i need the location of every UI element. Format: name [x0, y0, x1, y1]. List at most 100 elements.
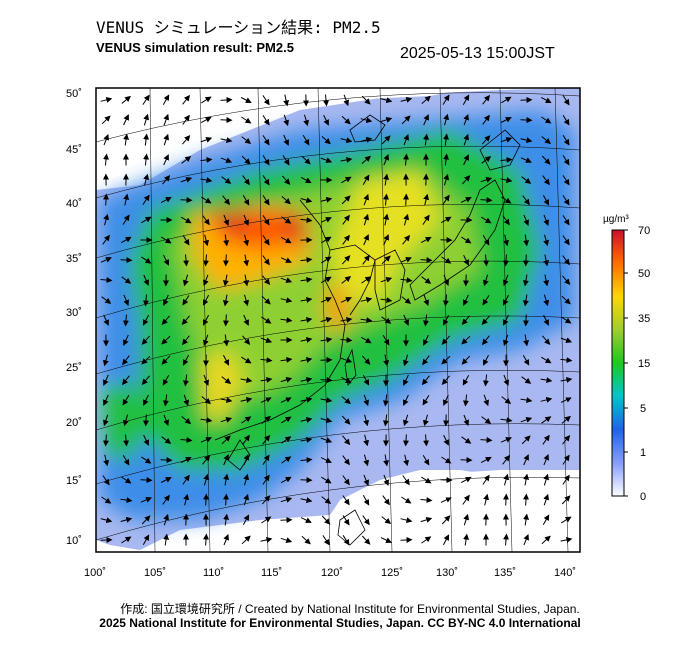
wind-arrow: [501, 196, 512, 204]
wind-arrow: [262, 434, 271, 445]
wind-arrow: [442, 194, 450, 205]
lon-label-125: 125˚: [381, 567, 403, 579]
wind-arrow: [260, 376, 273, 383]
wind-arrow: [520, 157, 532, 163]
wind-arrow: [342, 214, 350, 225]
wind-arrow: [242, 175, 250, 186]
wind-arrow: [280, 537, 293, 543]
lon-label-140: 140˚: [554, 567, 576, 579]
wind-arrow: [562, 95, 570, 106]
wind-arrow: [463, 513, 469, 526]
wind-arrow: [481, 315, 490, 325]
wind-arrow: [201, 196, 212, 204]
wind-arrow: [401, 115, 411, 125]
wind-arrow: [341, 195, 351, 205]
wind-arrow: [540, 96, 552, 104]
lon-label-130: 130˚: [436, 567, 458, 579]
wind-arrow: [260, 337, 273, 343]
wind-arrow: [382, 414, 389, 427]
wind-arrow: [561, 516, 572, 524]
wind-arrow: [160, 196, 172, 204]
wind-arrow: [400, 257, 412, 263]
wind-arrow: [441, 515, 451, 525]
wind-arrow: [482, 295, 490, 306]
wind-arrow: [481, 416, 492, 425]
wind-arrow: [503, 314, 509, 326]
wind-arrow: [200, 417, 213, 424]
wind-arrow: [522, 314, 529, 327]
wind-arrow: [222, 274, 229, 287]
wind-arrow: [162, 394, 169, 407]
wind-arrow: [121, 276, 132, 284]
wind-arrow: [422, 455, 430, 466]
wind-arrow: [141, 335, 151, 345]
wind-arrow: [562, 435, 571, 445]
wind-arrow: [161, 236, 172, 244]
wind-arrow: [443, 153, 450, 166]
wind-arrow: [400, 96, 413, 103]
wind-arrow: [403, 193, 410, 206]
wind-arrow: [280, 377, 293, 383]
wind-arrow: [402, 434, 409, 447]
wind-arrow: [562, 454, 570, 465]
wind-arrow: [182, 295, 190, 306]
wind-arrow: [243, 214, 249, 227]
wind-arrow: [300, 336, 313, 343]
wind-arrow: [562, 474, 570, 485]
wind-arrow: [100, 517, 113, 524]
wind-arrow: [320, 397, 333, 404]
wind-arrow: [101, 296, 112, 304]
wind-arrow: [480, 177, 493, 183]
wind-arrow: [381, 135, 391, 145]
wind-arrow: [403, 394, 409, 406]
wind-arrow: [243, 314, 249, 326]
wind-arrow: [500, 437, 512, 443]
wind-arrow: [562, 175, 570, 186]
wind-arrow: [123, 334, 129, 346]
wind-arrow: [283, 114, 289, 127]
wind-arrow: [123, 294, 129, 307]
wind-arrow: [182, 274, 189, 287]
wind-arrow: [281, 216, 292, 224]
wind-arrow: [541, 535, 551, 545]
wind-arrow: [382, 495, 390, 506]
wind-arrow: [341, 415, 351, 425]
wind-arrow: [382, 335, 390, 346]
wind-arrow: [163, 254, 169, 266]
wind-arrow: [423, 294, 429, 307]
wind-arrow: [300, 217, 313, 224]
wind-arrow: [463, 294, 469, 306]
wind-arrow: [421, 276, 432, 284]
wind-arrow: [243, 274, 250, 287]
wind-arrow: [461, 315, 470, 325]
colorbar-unit: µg/m³: [603, 214, 629, 225]
wind-arrow: [260, 536, 273, 543]
wind-arrow: [223, 493, 230, 506]
wind-arrow: [482, 274, 489, 287]
wind-arrow: [441, 456, 452, 464]
lon-label-120: 120˚: [321, 567, 343, 579]
wind-arrow: [220, 137, 233, 144]
wind-arrow: [202, 215, 210, 226]
wind-arrow: [543, 473, 550, 486]
wind-arrow: [280, 297, 293, 304]
wind-arrow: [360, 136, 373, 143]
wind-arrow: [243, 234, 250, 247]
lat-label-10: 10˚: [66, 535, 82, 547]
wind-arrow: [160, 477, 172, 483]
wind-arrow: [462, 94, 470, 106]
wind-arrow: [321, 496, 332, 505]
wind-arrow: [380, 277, 393, 283]
wind-arrow: [280, 476, 292, 484]
wind-arrow: [320, 377, 333, 384]
wind-arrow: [240, 396, 253, 403]
wind-arrow: [300, 296, 313, 303]
wind-arrow: [223, 513, 230, 526]
wind-arrow: [540, 377, 553, 384]
wind-arrow: [523, 234, 530, 247]
wind-arrow: [161, 436, 172, 444]
lon-label-100: 100˚: [84, 567, 106, 579]
wind-arrow: [182, 354, 190, 366]
wind-arrow: [241, 416, 252, 424]
wind-arrow: [380, 97, 393, 104]
